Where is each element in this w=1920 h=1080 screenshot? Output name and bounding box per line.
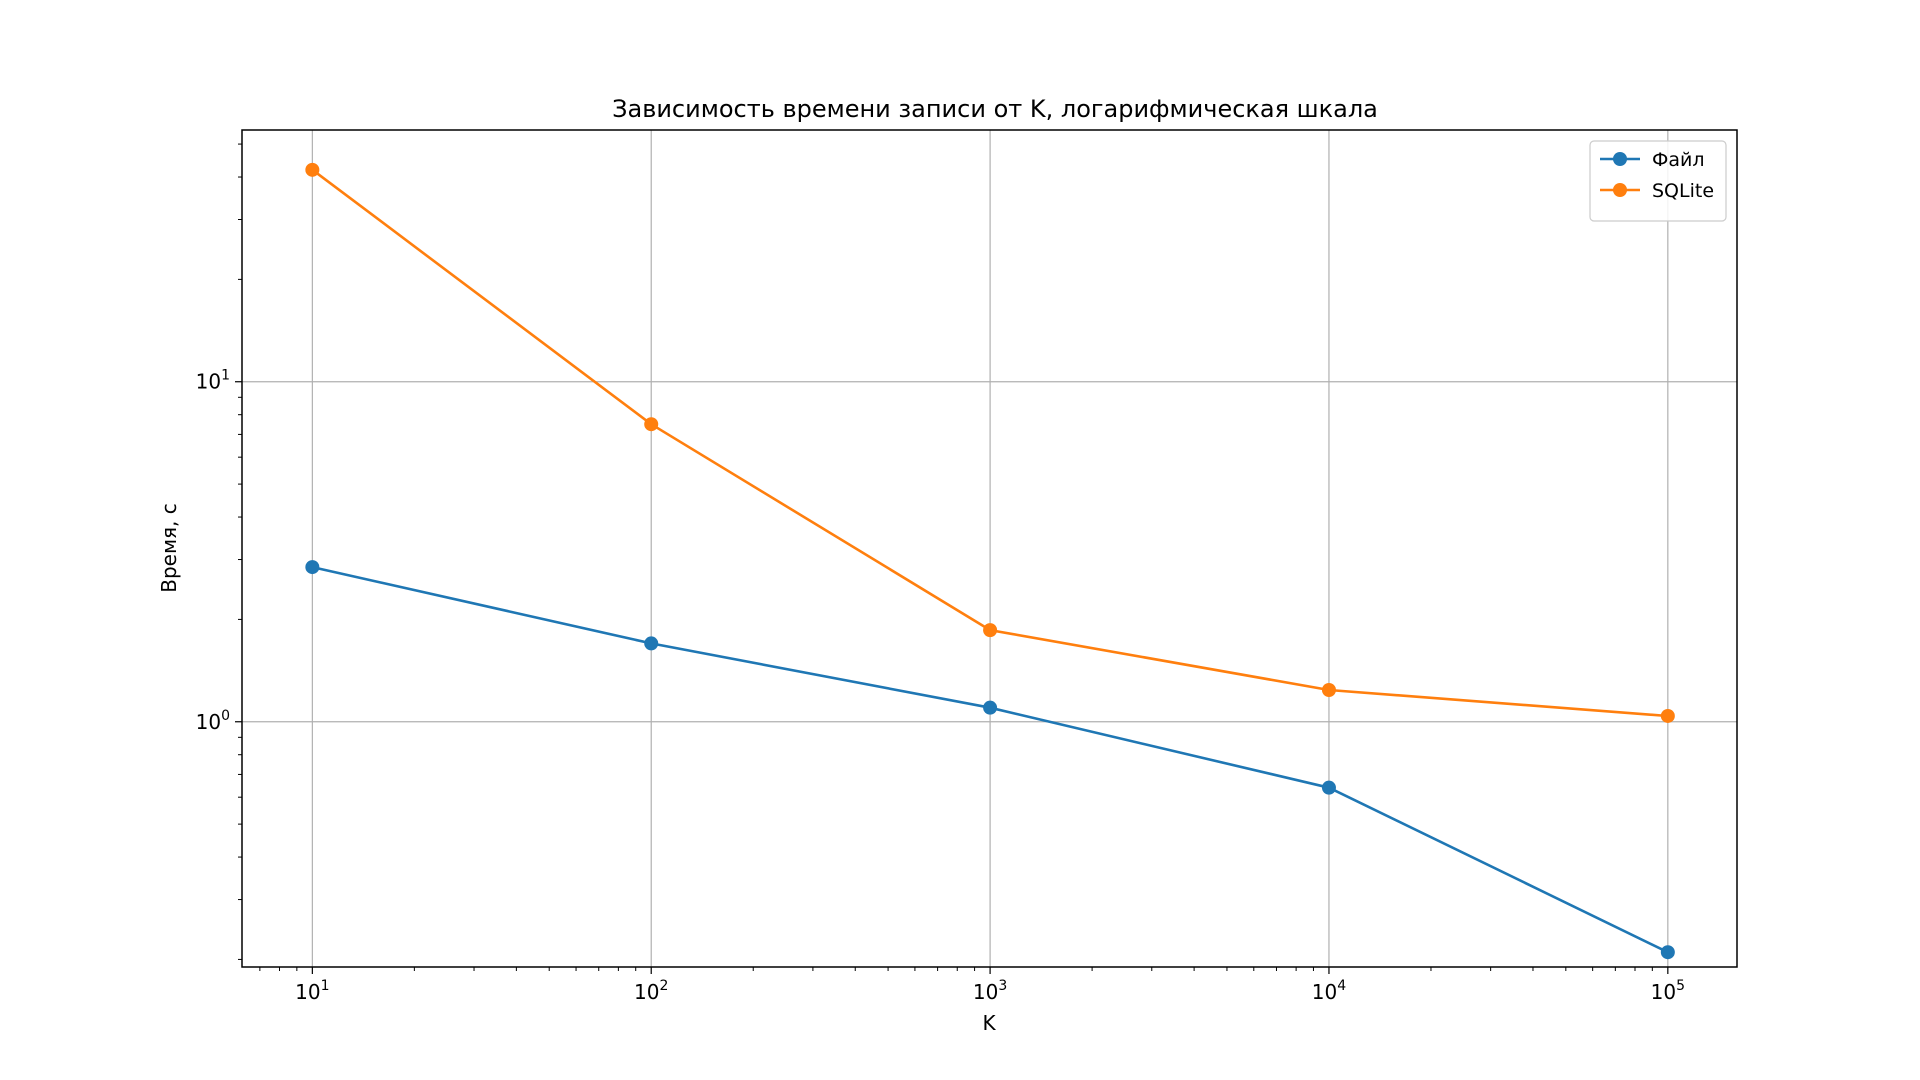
- y-tick-base: 10: [196, 710, 221, 734]
- x-tick-base: 10: [295, 980, 320, 1004]
- series-1-point: [1660, 708, 1675, 723]
- x-axis-ticks: 101 102 103 104 105: [259, 967, 1685, 1004]
- y-tick-exponent: 0: [221, 708, 230, 724]
- x-tick-label: 102: [634, 978, 668, 1004]
- x-tick-exponent: 3: [998, 978, 1007, 994]
- grid-lines: [242, 130, 1737, 967]
- x-tick-label: 101: [295, 978, 329, 1004]
- chart-title: Зависимость времени записи от K, логариф…: [612, 95, 1378, 123]
- series-0-point: [1321, 780, 1336, 795]
- legend-label: SQLite: [1652, 180, 1714, 202]
- x-tick-exponent: 2: [659, 978, 668, 994]
- y-tick-label: 101: [196, 368, 230, 394]
- series-1-point: [644, 417, 659, 432]
- x-tick-label: 105: [1651, 978, 1685, 1004]
- x-tick-exponent: 5: [1676, 978, 1685, 994]
- y-axis-label: Время, с: [157, 503, 181, 593]
- series-0-point: [644, 636, 659, 651]
- y-tick-label: 100: [196, 708, 230, 734]
- x-tick-base: 10: [634, 980, 659, 1004]
- y-tick-exponent: 1: [221, 368, 230, 384]
- series-1-point: [983, 623, 998, 638]
- legend-swatch-marker: [1613, 152, 1627, 166]
- series-0-point: [1660, 945, 1675, 960]
- series-group: [305, 162, 1675, 960]
- x-tick-base: 10: [1651, 980, 1676, 1004]
- legend: Файл SQLite: [1589, 140, 1727, 222]
- series-1-point: [305, 162, 320, 177]
- series-1-point: [1321, 682, 1336, 697]
- x-tick-exponent: 4: [1337, 978, 1346, 994]
- x-tick-base: 10: [1312, 980, 1337, 1004]
- x-tick-base: 10: [973, 980, 998, 1004]
- x-tick-exponent: 1: [321, 978, 330, 994]
- legend-label: Файл: [1652, 149, 1705, 171]
- x-tick-label: 103: [973, 978, 1007, 1004]
- y-tick-base: 10: [196, 370, 221, 394]
- series-0-point: [983, 700, 998, 715]
- x-axis-label: K: [982, 1011, 996, 1035]
- x-tick-label: 104: [1312, 978, 1346, 1004]
- series-0-point: [305, 560, 320, 575]
- legend-swatch-marker: [1613, 183, 1627, 197]
